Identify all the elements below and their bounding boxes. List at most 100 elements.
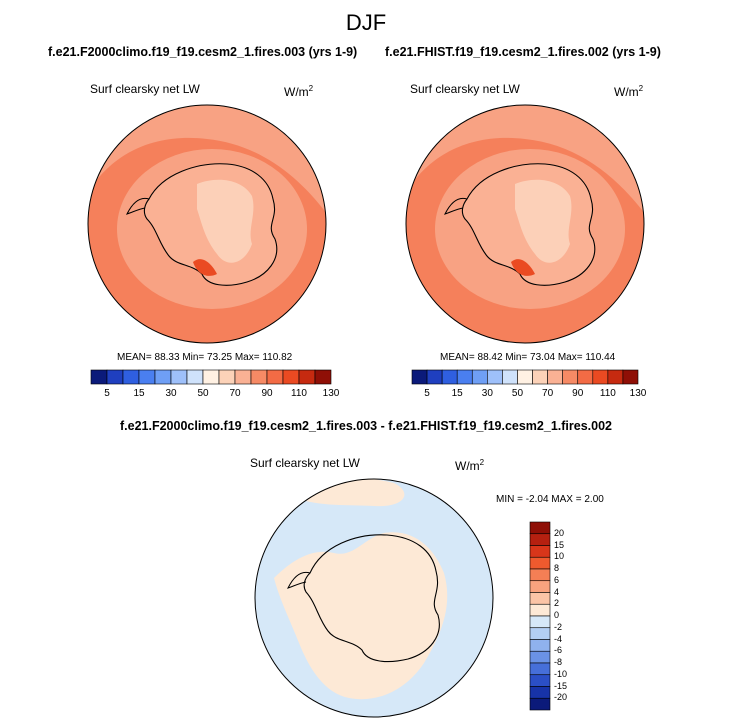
panel-2-colorbar-swatch	[517, 369, 533, 385]
diff-panel-colorbar-swatch	[529, 533, 551, 546]
diff-panel-colorbar-tick-label: -10	[554, 668, 568, 679]
panel-1-colorbar-tick-label: 15	[133, 388, 145, 399]
panel-2-colorbar	[411, 369, 639, 385]
panel-2-colorbar-tick-label: 5	[424, 388, 430, 399]
diff-panel-colorbar-swatch	[529, 592, 551, 605]
diff-panel-colorbar-tick-label: 4	[554, 586, 560, 597]
panel-1-colorbar	[90, 369, 332, 385]
diff-panel-peach-top	[284, 479, 405, 507]
panel-2-colorbar-swatch	[577, 369, 594, 385]
panel-2-colorbar-swatch	[592, 369, 609, 385]
diff-panel-colorbar-swatch	[529, 674, 551, 687]
diff-panel-colorbar-tick-label: 10	[554, 551, 565, 562]
diff-panel-colorbar-tick-label: -4	[554, 633, 563, 644]
diff-panel-title: f.e21.F2000climo.f19_f19.cesm2_1.fires.0…	[120, 419, 612, 433]
panel-1-colorbar-swatch	[250, 369, 268, 385]
panel-2-colorbar-swatch	[456, 369, 473, 385]
panel-1-title: f.e21.F2000climo.f19_f19.cesm2_1.fires.0…	[48, 45, 358, 59]
diff-panel-colorbar-swatch	[529, 639, 551, 652]
diff-panel-colorbar-tick-label: 15	[554, 539, 565, 550]
panel-2-colorbar-swatch	[411, 369, 428, 385]
panel-2-colorbar-swatch	[502, 369, 518, 385]
panel-2-colorbar-swatch	[471, 369, 488, 385]
diff-panel-colorbar-tick-label: 2	[554, 598, 560, 609]
panel-1-colorbar-tick-label: 70	[229, 388, 241, 399]
diff-panel-colorbar-swatch	[529, 650, 551, 664]
page-title: DJF	[345, 10, 387, 35]
panel-1-units: W/m2	[284, 84, 314, 99]
diff-panel-colorbar-swatch	[529, 662, 551, 676]
diff-panel-colorbar-tick-label: -8	[554, 657, 563, 667]
panel-1-colorbar-swatch	[90, 369, 108, 385]
diff-panel-colorbar-tick-label: -6	[554, 645, 563, 656]
panel-1-ross-high	[193, 259, 217, 276]
diff-panel-stats: MIN = -2.04 MAX = 2.00	[496, 494, 604, 505]
diff-panel-colorbar-tick-label: 0	[554, 610, 560, 620]
panel-1-colorbar-tick-label: 130	[322, 388, 340, 399]
diff-panel-colorbar-tick-label: 20	[554, 527, 565, 538]
panel-1-colorbar-tick-label: 110	[291, 388, 307, 399]
panel-1-colorbar-swatch	[218, 369, 236, 385]
panel-1-interior-light	[197, 179, 254, 263]
diff-panel-colorbar-swatch	[529, 697, 551, 711]
diff-panel-peninsula	[287, 571, 311, 589]
panel-2-colorbar-swatch	[487, 369, 503, 385]
panel-2-colorbar-tick-label: 90	[572, 388, 584, 399]
diff-panel-colorbar-tick-label: -2	[554, 621, 563, 632]
panel-2-colorbar-swatch	[532, 369, 548, 385]
panel-2-colorbar-swatch	[607, 369, 624, 385]
diff-panel-colorbar-swatch	[529, 603, 551, 617]
panel-2-stats: MEAN= 88.42 Min= 73.04 Max= 110.44	[440, 352, 616, 363]
diff-panel-colorbar-swatch	[529, 556, 551, 570]
panel-1-colorbar-tick-label: 5	[104, 388, 110, 399]
panel-2-colorbar-tick-label: 110	[599, 388, 616, 399]
panel-1-colorbar-swatch	[186, 369, 204, 385]
panel-1-peninsula	[126, 197, 150, 215]
panel-1-colorbar-swatch	[154, 369, 172, 385]
panel-2-colorbar-tick-label: 30	[481, 388, 493, 399]
panel-2-variable-label: Surf clearsky net LW	[410, 82, 520, 96]
diff-panel-colorbar-swatch	[529, 580, 551, 593]
panel-2-peninsula	[444, 197, 468, 215]
panel-2-colorbar-swatch	[562, 369, 579, 385]
diff-panel-colorbar-swatch	[529, 615, 551, 629]
diff-panel-colorbar-swatch	[529, 545, 551, 558]
panel-1-colorbar-swatch	[106, 369, 124, 385]
diff-panel-map	[254, 478, 494, 718]
panel-1-colorbar-swatch	[314, 369, 332, 385]
diff-panel-colorbar-tick-label: 8	[554, 563, 560, 573]
panel-2-units: W/m2	[614, 84, 644, 99]
panel-1-colorbar-swatch	[266, 369, 284, 385]
diff-panel-antarctica	[303, 534, 440, 663]
diff-panel-colorbar-swatch	[529, 568, 551, 582]
diff-panel-variable-label: Surf clearsky net LW	[250, 456, 360, 470]
panel-2-colorbar-tick-label: 130	[629, 388, 647, 399]
diff-panel-colorbar-swatch	[529, 521, 551, 535]
panel-1-variable-label: Surf clearsky net LW	[90, 82, 200, 96]
diff-panel-colorbar-tick-label: 6	[554, 574, 560, 585]
panel-2-title: f.e21.FHIST.f19_f19.cesm2_1.fires.002 (y…	[385, 45, 661, 59]
panel-2-interior-light	[515, 179, 572, 263]
panel-1-colorbar-swatch	[122, 369, 140, 385]
diff-panel-units: W/m2	[455, 458, 485, 473]
panel-1-colorbar-swatch	[298, 369, 316, 385]
diff-panel-colorbar-swatch	[529, 627, 551, 640]
panel-1-colorbar-swatch	[234, 369, 252, 385]
panel-2-colorbar-tick-label: 50	[511, 388, 524, 399]
panel-2-colorbar-swatch	[547, 369, 563, 385]
panel-1-colorbar-tick-label: 30	[165, 388, 177, 399]
panel-2-colorbar-swatch	[622, 369, 639, 385]
panel-1-colorbar-tick-label: 90	[261, 388, 273, 399]
panel-2-colorbar-swatch	[441, 369, 458, 385]
panel-1-colorbar-swatch	[282, 369, 300, 385]
diff-panel-colorbar	[529, 521, 551, 711]
panel-1-stats: MEAN= 88.33 Min= 73.25 Max= 110.82	[117, 352, 293, 363]
panel-2-colorbar-swatch	[426, 369, 443, 385]
panel-2-ross-high	[511, 259, 535, 276]
diff-panel-colorbar-tick-label: -20	[554, 692, 568, 703]
diff-panel-peach-region	[274, 532, 448, 700]
panel-1-colorbar-swatch	[202, 369, 220, 385]
panel-1-colorbar-tick-label: 50	[197, 388, 209, 399]
diff-panel-colorbar-swatch	[529, 686, 551, 699]
diff-panel-colorbar-tick-label: -15	[554, 680, 568, 691]
